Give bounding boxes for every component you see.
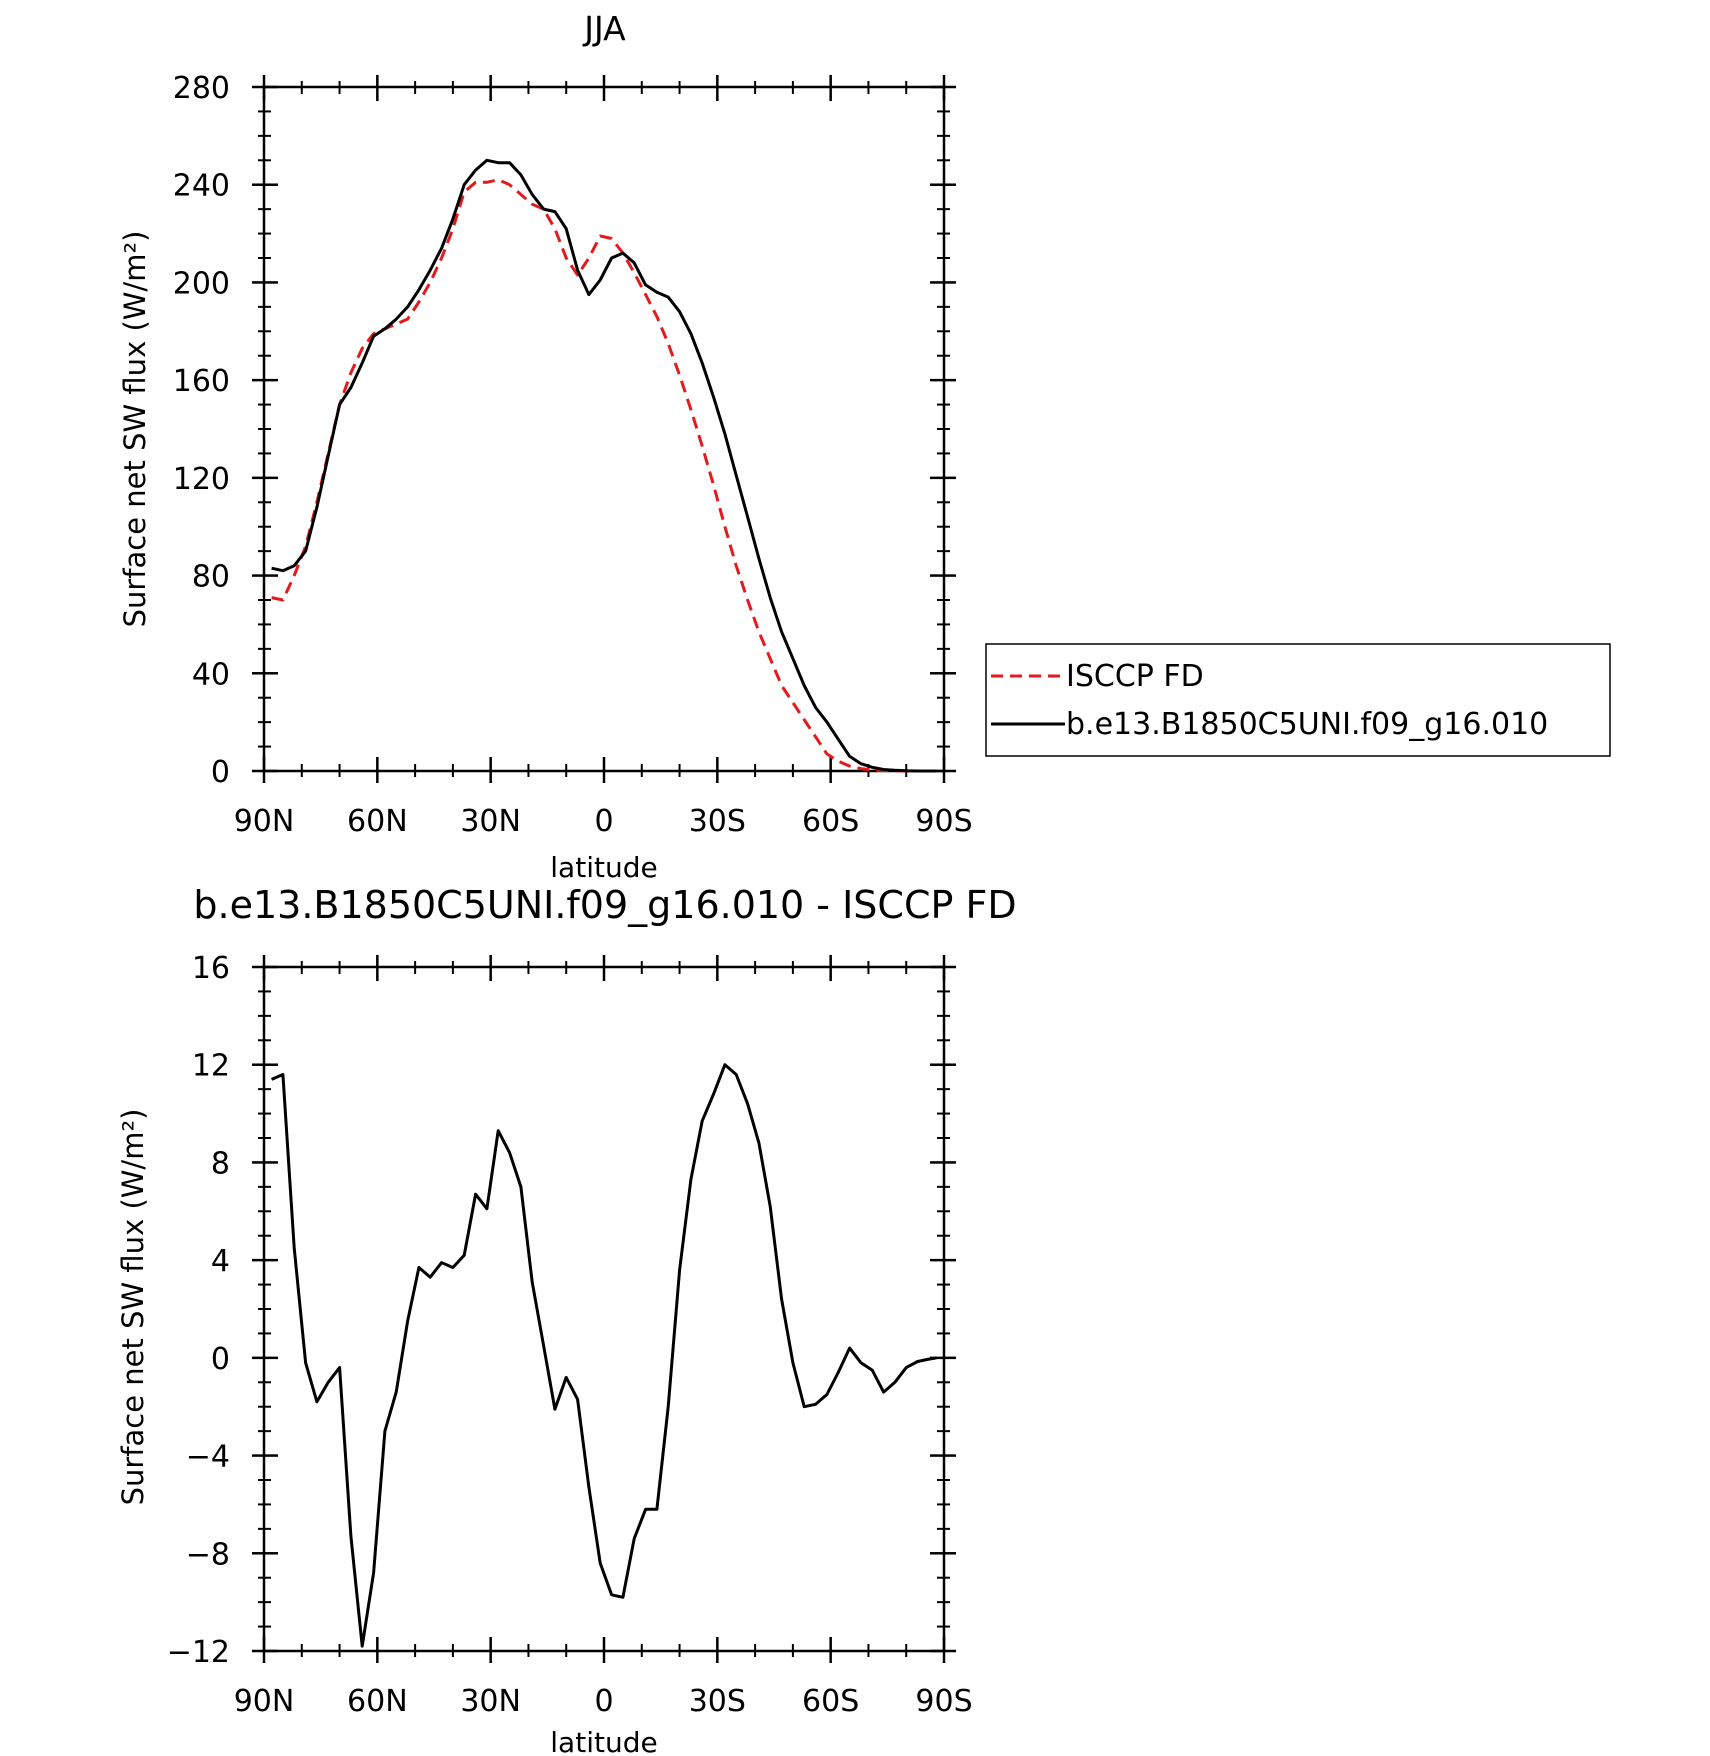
x-tick-label: 30N (460, 804, 521, 839)
bottom-x-tick-labels: 90N 60N 30N 0 30S 60S 90S (234, 1684, 973, 1719)
x-tick-label: 30S (689, 1684, 746, 1719)
top-plot-frame (262, 85, 946, 773)
x-tick-label: 90S (915, 1684, 972, 1719)
top-panel: JJA 90N 60N 30N 0 30S 60S 90S 0 40 80 120 160 200 24… (118, 9, 1611, 884)
y-tick-label: 280 (173, 71, 230, 106)
y-tick-label: 0 (211, 1342, 230, 1377)
y-tick-label: 200 (173, 266, 230, 301)
legend-label-model: b.e13.B1850C5UNI.f09_g16.010 (1066, 707, 1548, 742)
bottom-ticks (252, 955, 956, 1663)
y-tick-label: 8 (211, 1146, 230, 1181)
x-tick-label: 0 (594, 1684, 613, 1719)
top-x-tick-labels: 90N 60N 30N 0 30S 60S 90S (234, 804, 973, 839)
y-tick-label: 0 (211, 755, 230, 790)
x-tick-label: 90S (915, 804, 972, 839)
x-tick-label: 60N (347, 804, 408, 839)
y-tick-label: −12 (167, 1635, 230, 1670)
series-line-isccp-fd (271, 178, 937, 773)
bottom-plot-frame (262, 965, 946, 1653)
bottom-chart-title: b.e13.B1850C5UNI.f09_g16.010 - ISCCP FD (193, 883, 1016, 927)
x-tick-label: 90N (234, 1684, 295, 1719)
y-tick-label: 120 (173, 462, 230, 497)
bottom-y-tick-labels: −12 −8 −4 0 4 8 12 16 (167, 951, 230, 1670)
bottom-x-axis-label: latitude (550, 1726, 657, 1756)
y-tick-label: 40 (192, 657, 230, 692)
top-x-axis-label: latitude (550, 851, 657, 884)
legend-box (985, 643, 1611, 757)
x-tick-label: 0 (594, 804, 613, 839)
series-line-difference (271, 1063, 937, 1648)
y-tick-label: 4 (211, 1244, 230, 1279)
x-tick-label: 90N (234, 804, 295, 839)
y-tick-label: 240 (173, 169, 230, 204)
top-chart-title: JJA (582, 9, 626, 48)
y-tick-label: 12 (192, 1049, 230, 1084)
top-y-axis-label: Surface net SW flux (W/m²) (118, 231, 152, 628)
y-tick-label: 16 (192, 951, 230, 986)
bottom-y-axis-label: Surface net SW flux (W/m²) (116, 1109, 150, 1506)
top-y-tick-labels: 0 40 80 120 160 200 240 280 (173, 71, 230, 790)
x-tick-label: 30S (689, 804, 746, 839)
legend: ISCCP FD b.e13.B1850C5UNI.f09_g16.010 (985, 643, 1611, 757)
y-tick-label: 160 (173, 364, 230, 399)
top-ticks (252, 75, 956, 783)
y-tick-label: 80 (192, 560, 230, 595)
y-tick-label: −8 (186, 1537, 230, 1572)
x-tick-label: 60S (802, 1684, 859, 1719)
x-tick-label: 30N (460, 1684, 521, 1719)
series-line-b-e13-b1850c5uni-f09-g16-010 (271, 158, 937, 773)
x-tick-label: 60S (802, 804, 859, 839)
legend-label-isccp: ISCCP FD (1066, 659, 1204, 694)
bottom-series-lines (271, 1063, 937, 1648)
top-series-lines (271, 158, 937, 773)
y-tick-label: −4 (186, 1440, 230, 1475)
bottom-panel: b.e13.B1850C5UNI.f09_g16.010 - ISCCP FD … (116, 883, 1017, 1756)
x-tick-label: 60N (347, 1684, 408, 1719)
